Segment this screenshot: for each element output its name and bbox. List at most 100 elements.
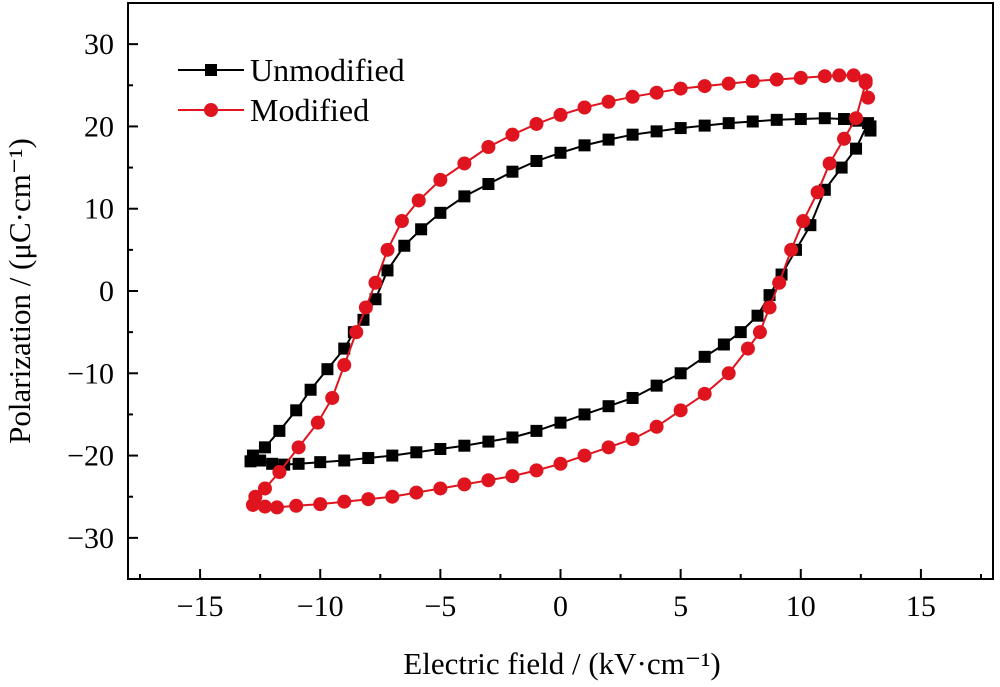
data-point-modified: [601, 440, 616, 455]
legend-label-modified: Modified: [250, 92, 369, 128]
data-point-modified: [380, 242, 395, 257]
data-point-unmodified: [864, 120, 877, 133]
data-point-unmodified: [338, 342, 351, 355]
data-point-unmodified: [838, 113, 851, 126]
data-point-modified: [409, 485, 424, 500]
data-point-unmodified: [410, 446, 423, 459]
y-tick-label: 10: [84, 193, 114, 226]
data-point-modified: [577, 448, 592, 463]
y-tick-label: −20: [67, 440, 114, 473]
legend-marker-unmodified: [205, 64, 217, 76]
data-point-modified: [697, 79, 712, 94]
data-point-unmodified: [482, 435, 495, 448]
data-point-unmodified: [554, 416, 567, 429]
legend-marker-modified: [204, 103, 218, 117]
data-point-unmodified: [751, 309, 764, 322]
data-point-unmodified: [434, 442, 447, 455]
data-point-modified: [673, 403, 688, 418]
data-point-modified: [846, 68, 861, 83]
data-point-unmodified: [273, 424, 286, 437]
data-point-modified: [310, 415, 325, 430]
data-point-modified: [368, 275, 383, 290]
data-point-modified: [649, 419, 664, 434]
data-point-modified: [810, 185, 825, 200]
data-point-modified: [457, 156, 472, 171]
data-point-modified: [740, 341, 755, 356]
data-point-modified: [505, 469, 520, 484]
data-point-modified: [837, 131, 852, 146]
data-point-modified: [769, 72, 784, 87]
x-tick-label: 0: [553, 590, 568, 623]
x-tick-label: −15: [177, 590, 224, 623]
data-point-modified: [394, 214, 409, 229]
data-point-unmodified: [246, 449, 259, 462]
data-point-unmodified: [835, 161, 848, 174]
data-point-unmodified: [530, 424, 543, 437]
data-point-unmodified: [458, 439, 471, 452]
data-point-modified: [457, 477, 472, 492]
data-point-unmodified: [530, 154, 543, 167]
data-point-modified: [752, 325, 767, 340]
data-point-unmodified: [626, 128, 639, 141]
data-point-modified: [269, 500, 284, 515]
data-point-unmodified: [650, 125, 663, 138]
data-point-modified: [553, 456, 568, 471]
data-point-unmodified: [722, 117, 735, 130]
data-point-modified: [772, 275, 787, 290]
data-point-unmodified: [321, 363, 334, 376]
series-line-modified: [251, 74, 870, 509]
data-point-unmodified: [602, 133, 615, 146]
data-point-unmodified: [398, 239, 411, 252]
data-point-unmodified: [258, 441, 271, 454]
data-point-unmodified: [717, 338, 730, 351]
axis-ticks: −15 −10 −5 0 5 10 15 −30 −20 −10 0 10 20 30: [67, 2, 982, 623]
data-point-unmodified: [818, 112, 831, 125]
legend: Unmodified Modified: [178, 52, 405, 128]
data-point-modified: [673, 81, 688, 96]
data-point-unmodified: [698, 119, 711, 132]
data-point-modified: [248, 489, 263, 504]
data-point-modified: [553, 107, 568, 122]
data-point-modified: [762, 300, 777, 315]
data-point-modified: [325, 390, 340, 405]
data-point-modified: [832, 68, 847, 83]
data-point-modified: [481, 140, 496, 154]
data-point-modified: [796, 214, 811, 229]
data-point-unmodified: [506, 165, 519, 178]
data-point-modified: [817, 69, 832, 84]
series-line-unmodified: [248, 117, 872, 466]
data-point-unmodified: [381, 264, 394, 277]
data-point-modified: [433, 481, 448, 496]
data-point-modified: [649, 85, 664, 100]
y-tick-label: 0: [99, 275, 114, 308]
data-point-unmodified: [626, 391, 639, 404]
data-point-modified: [858, 73, 873, 88]
y-axis-label: Polarization / (μC·cm⁻¹): [2, 138, 37, 444]
data-point-unmodified: [369, 293, 382, 306]
data-point-modified: [529, 116, 544, 131]
data-point-unmodified: [578, 408, 591, 421]
data-point-modified: [361, 492, 376, 507]
data-point-modified: [849, 111, 864, 126]
data-point-unmodified: [290, 404, 303, 417]
data-point-modified: [625, 89, 640, 104]
y-tick-label: 30: [84, 28, 114, 61]
data-point-modified: [481, 473, 496, 488]
data-point-unmodified: [338, 454, 351, 467]
data-point-unmodified: [554, 146, 567, 159]
legend-label-unmodified: Unmodified: [250, 52, 405, 88]
data-point-unmodified: [415, 223, 428, 236]
data-point-modified: [822, 156, 837, 171]
data-point-unmodified: [674, 367, 687, 380]
data-point-modified: [291, 440, 306, 455]
data-point-modified: [433, 172, 448, 187]
data-point-modified: [411, 193, 426, 208]
data-point-modified: [745, 74, 760, 89]
data-point-unmodified: [770, 113, 783, 126]
data-point-modified: [272, 465, 287, 480]
data-point-modified: [505, 127, 520, 142]
data-point-unmodified: [794, 113, 807, 126]
data-point-modified: [721, 366, 736, 381]
data-point-modified: [337, 358, 352, 373]
